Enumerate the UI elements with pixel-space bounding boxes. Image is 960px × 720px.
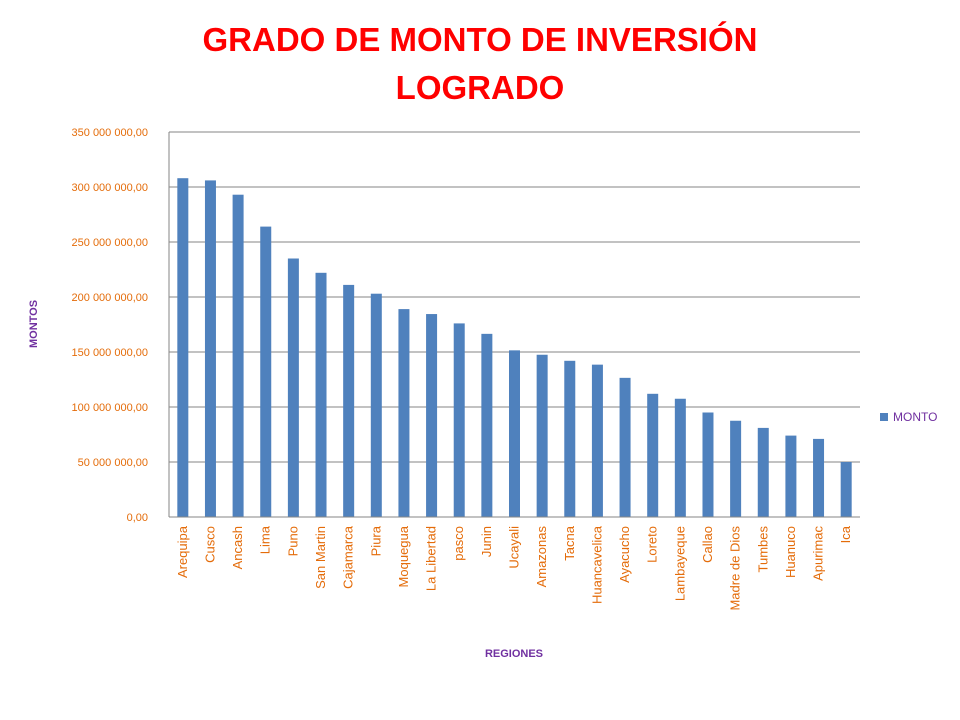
- x-category-label: Tumbes: [755, 526, 770, 573]
- bar: [287, 258, 299, 517]
- bar: [536, 354, 548, 517]
- y-tick-label: 300 000 000,00: [72, 182, 148, 194]
- bar: [813, 438, 825, 517]
- bar: [785, 435, 797, 517]
- x-category-label: Cajamarca: [341, 525, 356, 589]
- y-tick-label: 150 000 000,00: [72, 347, 148, 359]
- x-category-label: Madre de Dios: [728, 526, 743, 611]
- x-axis-category-labels: Arequipa Cusco Ancash Lima Puno San Martin Caj…: [175, 525, 853, 610]
- x-category-label: Puno: [285, 526, 300, 556]
- bar: [730, 420, 742, 517]
- bar: [343, 284, 355, 517]
- x-category-label: Cusco: [202, 526, 217, 563]
- legend-swatch: [880, 413, 888, 421]
- x-category-label: Amazonas: [534, 526, 549, 588]
- bar: [260, 226, 272, 517]
- bar: [315, 272, 327, 517]
- chart-title-line-1: GRADO DE MONTO DE INVERSIÓN: [202, 21, 758, 58]
- y-tick-label: 200 000 000,00: [72, 292, 148, 304]
- bar: [426, 314, 438, 517]
- bar: [232, 194, 244, 517]
- x-category-label: pasco: [451, 526, 466, 561]
- y-tick-label: 250 000 000,00: [72, 237, 148, 249]
- x-category-label: La Libertad: [424, 526, 439, 591]
- x-category-label: Ancash: [230, 526, 245, 569]
- x-category-label: Ayacucho: [617, 526, 632, 583]
- y-tick-label: 50 000 000,00: [78, 457, 148, 469]
- y-tick-label: 0,00: [127, 512, 148, 524]
- bar: [647, 393, 659, 517]
- x-category-label: Callao: [700, 526, 715, 563]
- x-category-label: Lima: [258, 525, 273, 554]
- bar: [702, 412, 714, 517]
- bar: [370, 293, 382, 517]
- bar: [204, 180, 216, 517]
- bar: [509, 350, 520, 517]
- y-tick-label: 100 000 000,00: [72, 402, 148, 414]
- x-category-label: Junin: [479, 526, 494, 557]
- x-category-label: Ica: [838, 525, 853, 543]
- x-axis-title: REGIONES: [485, 648, 543, 660]
- x-category-label: Arequipa: [175, 525, 190, 578]
- bar: [840, 462, 852, 517]
- x-category-label: Tacna: [562, 525, 577, 560]
- x-category-label: Moquegua: [396, 525, 411, 587]
- x-category-label: Loreto: [645, 526, 660, 563]
- legend: MONTO: [880, 410, 937, 424]
- x-category-label: Lambayeque: [672, 526, 687, 601]
- bar: [453, 323, 465, 517]
- chart-title: GRADO DE MONTO DE INVERSIÓN LOGRADO: [0, 16, 960, 112]
- bars: [177, 178, 852, 517]
- bar: [398, 309, 410, 517]
- bar: [619, 377, 631, 517]
- y-axis-title: MONTOS: [28, 300, 40, 348]
- x-category-label: Piura: [368, 525, 383, 556]
- legend-label: MONTO: [893, 410, 937, 424]
- x-category-label: Huancavelica: [589, 525, 604, 604]
- bar: [481, 333, 493, 517]
- bar: [177, 178, 189, 517]
- chart-title-line-2: LOGRADO: [395, 69, 565, 106]
- x-category-label: Ucayali: [507, 526, 522, 569]
- bar: [757, 427, 769, 517]
- bar: [674, 398, 686, 517]
- x-category-label: Apurimac: [811, 526, 826, 581]
- bar: [564, 360, 576, 517]
- x-category-label: Huanuco: [783, 526, 798, 578]
- x-category-label: San Martin: [313, 526, 328, 589]
- y-tick-label: 350 000 000,00: [72, 127, 148, 139]
- bar: [591, 364, 603, 517]
- y-axis-tick-labels: 0,00 50 000 000,00 100 000 000,00 150 000 0…: [72, 127, 148, 524]
